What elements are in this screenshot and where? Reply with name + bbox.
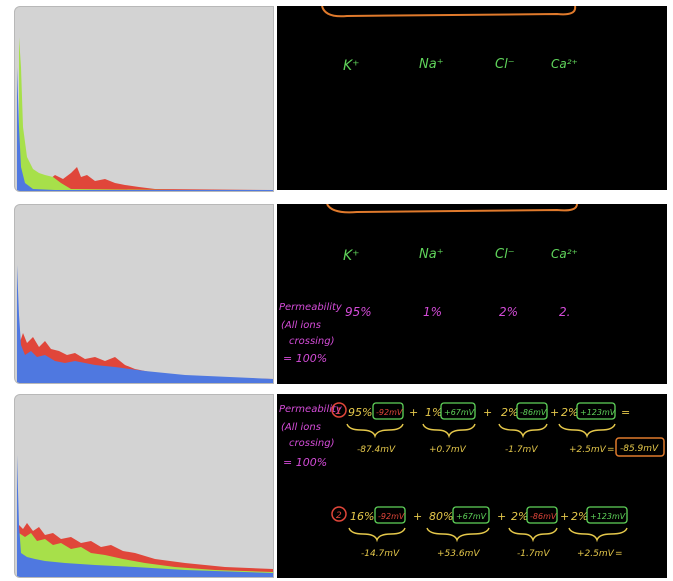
case1-ca-pct: 2% bbox=[561, 406, 578, 419]
case1-number-circle bbox=[331, 402, 347, 418]
row-2: K⁺ Na⁺ Cl⁻ Ca²⁺ Permeability (All ions c… bbox=[0, 200, 673, 385]
case1-ca-result: +2.5mV bbox=[569, 445, 607, 455]
case2-brace-2 bbox=[426, 527, 490, 543]
case1-brace-4 bbox=[558, 423, 616, 439]
spectrum-blue-area bbox=[17, 455, 273, 577]
case1-ca-mv-box bbox=[576, 402, 616, 420]
case2-cl-result: -1.7mV bbox=[517, 549, 550, 559]
case1-na-mv-box bbox=[440, 402, 476, 420]
case2-k-mv: -92mV bbox=[378, 512, 405, 521]
case1-total: -85.9mV bbox=[620, 444, 659, 454]
case2-cl-mv-box bbox=[526, 506, 558, 524]
whiteboard-3: Permeability (All ions crossing) = 100% … bbox=[277, 394, 667, 578]
case2-na-pct: 80% bbox=[429, 510, 453, 523]
spectrum-plot-1 bbox=[17, 37, 273, 191]
case2-plus-3: + bbox=[560, 510, 569, 523]
spectrum-thumbnail-3[interactable] bbox=[14, 394, 274, 578]
case1-ca-mv: +123mV bbox=[580, 408, 616, 417]
case1-cl-mv-box bbox=[516, 402, 548, 420]
case1-cl-pct: 2% bbox=[501, 406, 518, 419]
spectrum-plot-2 bbox=[17, 265, 273, 383]
case1-cl-mv: -86mV bbox=[520, 408, 547, 417]
row-1: K⁺ Na⁺ Cl⁻ Ca²⁺ bbox=[0, 0, 673, 195]
permeability-label: Permeability bbox=[279, 404, 343, 415]
spectrum-blue-area bbox=[17, 67, 273, 191]
spectrum-blue-area bbox=[17, 265, 273, 383]
case2-na-mv-box bbox=[452, 506, 490, 524]
case1-result-equals: = bbox=[607, 445, 615, 455]
all-ions-line1: (All ions bbox=[281, 422, 321, 433]
case1-brace-3 bbox=[498, 423, 548, 439]
ion-cl-label: Cl⁻ bbox=[495, 247, 515, 262]
case2-cl-mv: -86mV bbox=[530, 512, 557, 521]
case2-result-equals: = bbox=[615, 549, 623, 559]
row-3: Permeability (All ions crossing) = 100% … bbox=[0, 390, 673, 581]
case2-k-result: -14.7mV bbox=[361, 549, 400, 559]
permeability-label: Permeability bbox=[279, 302, 343, 313]
case1-equals: = bbox=[621, 406, 630, 419]
case2-number-circle bbox=[331, 506, 347, 522]
ion-na-label: Na⁺ bbox=[419, 57, 444, 72]
case2-plus-2: + bbox=[497, 510, 506, 523]
ion-k-label: K⁺ bbox=[343, 58, 360, 74]
spectrum-plot-3 bbox=[17, 455, 273, 577]
case1-number: 1 bbox=[336, 407, 342, 417]
case2-number: 2 bbox=[336, 511, 342, 521]
case2-brace-4 bbox=[568, 527, 628, 543]
equals-100-label: = 100% bbox=[283, 456, 327, 469]
case2-na-mv: +67mV bbox=[456, 512, 487, 521]
spectrum-thumbnail-2[interactable] bbox=[14, 204, 274, 384]
case1-k-pct: 95% bbox=[348, 406, 372, 419]
case2-plus-1: + bbox=[413, 510, 422, 523]
spectrum-red-area bbox=[37, 167, 273, 191]
na-percent: 1% bbox=[423, 305, 442, 319]
ion-ca-label: Ca²⁺ bbox=[551, 247, 578, 261]
case2-ca-mv-box bbox=[586, 506, 628, 524]
case1-brace-1 bbox=[346, 423, 404, 439]
k-percent: 95% bbox=[345, 305, 372, 319]
case1-plus-1: + bbox=[409, 406, 418, 419]
case1-na-mv: +67mV bbox=[444, 408, 475, 417]
whiteboard-1: K⁺ Na⁺ Cl⁻ Ca²⁺ bbox=[277, 6, 667, 190]
whiteboard-2: K⁺ Na⁺ Cl⁻ Ca²⁺ Permeability (All ions c… bbox=[277, 204, 667, 384]
all-ions-line2: crossing) bbox=[289, 438, 335, 449]
case1-na-pct: 1% bbox=[425, 406, 442, 419]
case1-na-result: +0.7mV bbox=[429, 445, 467, 455]
equals-100-label: = 100% bbox=[283, 352, 327, 365]
case1-k-mv: -92mV bbox=[376, 408, 403, 417]
all-ions-line2: crossing) bbox=[289, 336, 335, 347]
ion-cl-label: Cl⁻ bbox=[495, 57, 515, 72]
case2-k-pct: 16% bbox=[350, 510, 374, 523]
case2-ca-pct: 2% bbox=[571, 510, 588, 523]
all-ions-line1: (All ions bbox=[281, 320, 321, 331]
orange-brace-top bbox=[321, 6, 577, 18]
ion-na-label: Na⁺ bbox=[419, 247, 444, 262]
case1-total-box bbox=[615, 437, 665, 457]
case2-cl-pct: 2% bbox=[511, 510, 528, 523]
orange-brace-top bbox=[326, 204, 578, 214]
ion-k-label: K⁺ bbox=[343, 248, 360, 264]
ion-ca-label: Ca²⁺ bbox=[551, 57, 578, 71]
case1-k-mv-box bbox=[372, 402, 404, 420]
case2-na-result: +53.6mV bbox=[437, 549, 480, 559]
case1-brace-2 bbox=[422, 423, 476, 439]
case2-brace-1 bbox=[348, 527, 406, 543]
cl-percent: 2% bbox=[499, 305, 518, 319]
case1-k-result: -87.4mV bbox=[357, 445, 396, 455]
spectrum-thumbnail-1[interactable] bbox=[14, 6, 274, 192]
case1-plus-3: + bbox=[550, 406, 559, 419]
case2-k-mv-box bbox=[374, 506, 406, 524]
spectrum-lime-area bbox=[19, 37, 273, 191]
case2-ca-result: +2.5mV bbox=[577, 549, 615, 559]
case1-cl-result: -1.7mV bbox=[505, 445, 538, 455]
case1-plus-2: + bbox=[483, 406, 492, 419]
ca-percent: 2. bbox=[559, 305, 570, 319]
case2-ca-mv: +123mV bbox=[590, 512, 626, 521]
case2-brace-3 bbox=[508, 527, 558, 543]
